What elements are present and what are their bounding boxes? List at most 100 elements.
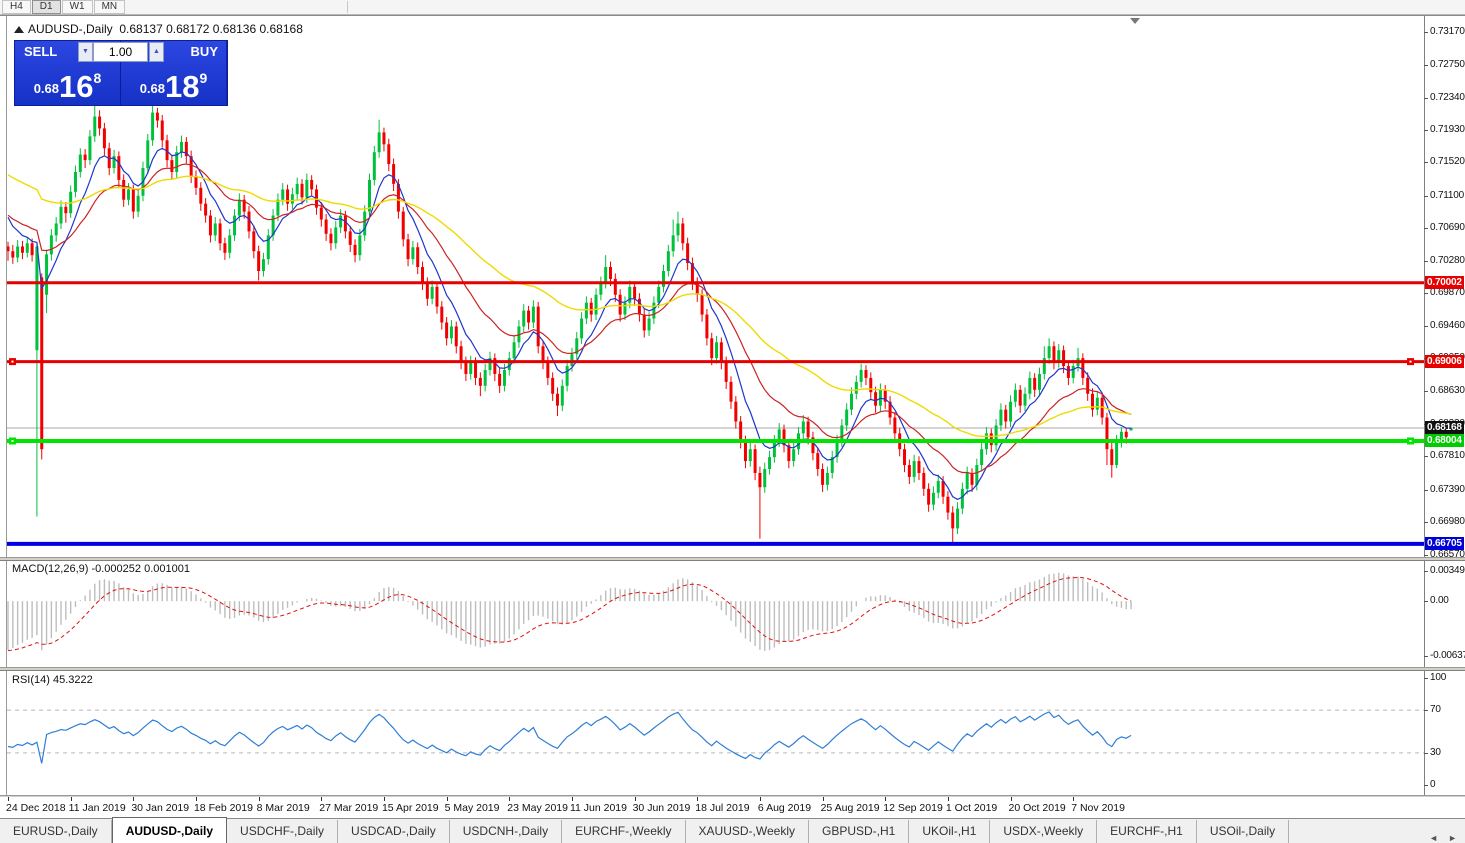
volume-decrease-icon[interactable]: ▼: [78, 42, 93, 62]
panel-splitter-macd[interactable]: [0, 557, 1465, 561]
chart-tab-audusd-daily[interactable]: AUDUSD-,Daily: [111, 817, 228, 843]
price-axis-tick: [1424, 97, 1428, 99]
price-axis-label: 0.71930: [1430, 124, 1465, 136]
buy-label[interactable]: BUY: [190, 44, 218, 59]
time-axis-tick: [70, 797, 72, 801]
chart-shift-marker-icon[interactable]: [1130, 18, 1140, 24]
price-axis-tick: [1424, 554, 1428, 556]
chart-tab-eurchf-h1[interactable]: EURCHF-,H1: [1097, 820, 1197, 843]
price-axis-tick: [1424, 31, 1428, 33]
moving-average-8: [7, 147, 1132, 501]
sell-price-big: 16: [59, 69, 94, 104]
price-axis-label: 0.70690: [1430, 222, 1465, 234]
price-axis-label: 0.73170: [1430, 25, 1465, 37]
chart-tab-usdchf-daily[interactable]: USDCHF-,Daily: [227, 820, 339, 843]
chart-tab-eurusd-daily[interactable]: EURUSD-,Daily: [0, 820, 112, 843]
time-axis-label: 18 Jul 2019: [695, 802, 750, 814]
price-badge-0.68168: 0.68168: [1425, 420, 1464, 434]
sell-label[interactable]: SELL: [24, 44, 58, 59]
price-axis-label: 0.68630: [1430, 385, 1465, 397]
time-axis: 24 Dec 2018 11 Jan 2019 30 Jan 2019 18 Feb …: [0, 797, 1465, 818]
moving-average-55: [7, 174, 1132, 438]
price-axis-label: 0.67390: [1430, 483, 1465, 495]
price-axis: [1424, 16, 1465, 817]
chart-tab-gbpusd-h1[interactable]: GBPUSD-,H1: [809, 820, 910, 843]
macd-panel[interactable]: [7, 561, 1424, 667]
symbol-title: AUDUSD-,Daily: [28, 22, 113, 36]
time-axis-label: 30 Jan 2019: [131, 802, 190, 814]
time-axis-label: 18 Feb 2019: [193, 802, 253, 814]
price-axis-tick: [1424, 489, 1428, 491]
chart-tab-usdcnh-daily[interactable]: USDCNH-,Daily: [450, 820, 563, 843]
buy-price-prefix: 0.68: [139, 81, 166, 96]
price-axis-tick: [1424, 162, 1428, 164]
price-axis-label: 0.71520: [1430, 156, 1465, 168]
chart-tab-usdx-weekly[interactable]: USDX-,Weekly: [990, 820, 1098, 843]
price-axis-tick: [1424, 260, 1428, 262]
tabs-scroll-left-icon[interactable]: ◄: [1429, 833, 1439, 843]
macd-axis-tick: [1424, 655, 1428, 657]
price-badge-0.70002: 0.70002: [1425, 275, 1464, 289]
price-axis-label: 0.69460: [1430, 319, 1465, 331]
price-badge-0.68004: 0.68004: [1425, 433, 1464, 447]
time-axis-label: 24 Dec 2018: [6, 802, 66, 814]
rsi-axis-tick: [1424, 710, 1428, 712]
chart-tab-bar: EURUSD-,Daily AUDUSD-,Daily USDCHF-,Daily U…: [0, 817, 1465, 843]
time-axis-tick: [697, 797, 699, 801]
macd-axis-label: -0.00637: [1430, 649, 1465, 661]
chart-window: [0, 15, 1465, 819]
rsi-panel[interactable]: [7, 671, 1424, 795]
candles: [7, 104, 1133, 544]
buy-price[interactable]: 0.68 18 9: [121, 65, 226, 103]
price-axis-label: 0.66570: [1430, 548, 1465, 560]
time-axis-label: 27 Mar 2019: [319, 802, 379, 814]
rsi-axis-tick: [1424, 752, 1428, 754]
price-axis-tick: [1424, 325, 1428, 327]
macd-signal-line: [7, 576, 1132, 652]
toolbar-divider: [347, 1, 348, 13]
price-axis-tick: [1424, 130, 1428, 132]
chart-tab-usdcad-daily[interactable]: USDCAD-,Daily: [338, 820, 450, 843]
macd-axis-label: 0.00: [1430, 595, 1449, 607]
time-axis-tick: [509, 797, 511, 801]
chart-tab-usoil-daily[interactable]: USOil-,Daily: [1197, 820, 1290, 843]
time-axis-label: 5 May 2019: [444, 802, 500, 814]
time-axis-tick: [446, 797, 448, 801]
time-axis-label: 7 Nov 2019: [1071, 802, 1125, 814]
price-axis-tick: [1424, 65, 1428, 67]
price-axis-tick: [1424, 456, 1428, 458]
time-axis-border: [0, 795, 1465, 797]
time-axis-tick: [8, 797, 9, 801]
chart-tab-ukoil-h1[interactable]: UKOil-,H1: [909, 820, 991, 843]
volume-input[interactable]: [93, 42, 148, 62]
time-axis-tick: [947, 797, 949, 801]
volume-increase-icon[interactable]: ▲: [149, 42, 164, 62]
price-badge-0.69006: 0.69006: [1425, 354, 1464, 368]
rsi-axis-label: 0: [1430, 779, 1436, 790]
price-chart[interactable]: [7, 17, 1424, 557]
price-axis-label: 0.72750: [1430, 59, 1465, 71]
sell-price-pip: 8: [93, 70, 102, 86]
price-axis-tick: [1424, 522, 1428, 524]
collapse-panel-icon[interactable]: [14, 26, 24, 33]
one-click-trading-panel: SELL BUY ▼ ▲ 0.68 16 8 0.68 18 9: [14, 40, 228, 106]
price-axis-label: 0.71100: [1430, 189, 1465, 201]
time-axis-tick: [822, 797, 824, 801]
timeframe-button-h4[interactable]: H4: [2, 0, 31, 14]
time-axis-label: 30 Jun 2019: [632, 802, 691, 814]
price-axis-tick: [1424, 391, 1428, 393]
time-axis-tick: [759, 797, 761, 801]
time-axis-label: 11 Jun 2019: [569, 802, 627, 814]
chart-left-edge: [6, 16, 7, 817]
tabs-scroll-right-icon[interactable]: ►: [1448, 833, 1457, 843]
timeframe-button-w1[interactable]: W1: [61, 0, 93, 14]
chart-tab-xauusd-weekly[interactable]: XAUUSD-,Weekly: [686, 820, 809, 843]
sell-price[interactable]: 0.68 16 8: [15, 65, 120, 103]
timeframe-button-d1[interactable]: D1: [31, 0, 61, 14]
price-axis-tick: [1424, 195, 1428, 197]
time-axis-tick: [571, 797, 573, 801]
timeframe-button-mn[interactable]: MN: [93, 0, 126, 14]
panel-splitter-rsi[interactable]: [0, 667, 1465, 671]
macd-axis-label: 0.00349: [1430, 565, 1465, 577]
chart-tab-eurchf-weekly[interactable]: EURCHF-,Weekly: [562, 820, 686, 843]
